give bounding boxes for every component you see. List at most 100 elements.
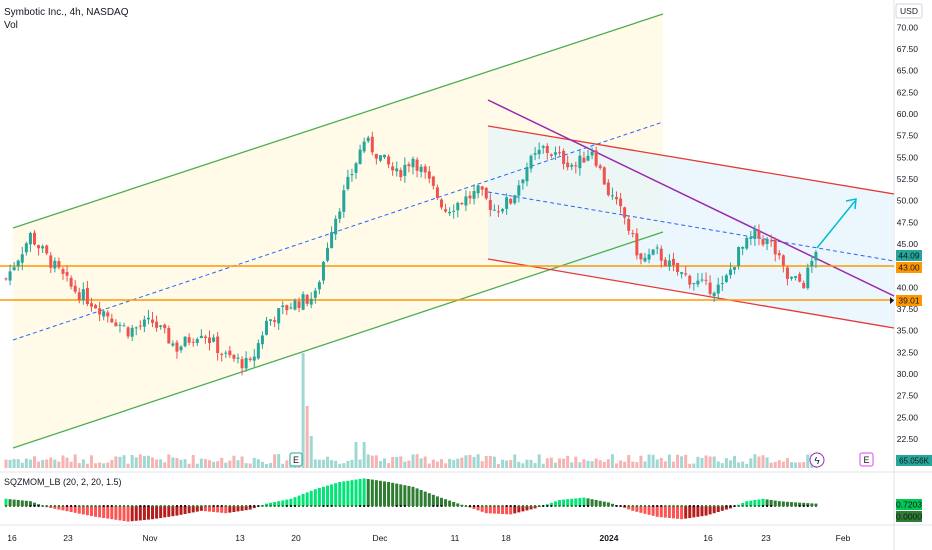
squeeze-dot (318, 505, 321, 507)
squeeze-dot (554, 505, 557, 507)
candle-body (187, 337, 191, 343)
volume-bar (692, 463, 696, 468)
squeeze-dot (399, 505, 402, 507)
momentum-bar (647, 506, 651, 515)
squeeze-dot (619, 505, 622, 507)
volume-legend[interactable]: Vol (4, 20, 18, 31)
volume-bar (195, 463, 199, 468)
squeeze-dot (273, 505, 276, 507)
squeeze-dot (66, 505, 69, 507)
candle-body (171, 343, 175, 346)
squeeze-dot (741, 505, 744, 507)
volume-bar (769, 462, 773, 468)
candle-body (383, 154, 387, 158)
squeeze-dot (517, 505, 520, 507)
symbol-title[interactable]: Symbotic Inc., 4h, NASDAQ (4, 7, 129, 18)
momentum-bar (753, 500, 757, 506)
candle-body (460, 202, 464, 205)
price-tick-label: 52.50 (897, 174, 919, 184)
momentum-layer (4, 478, 818, 522)
earnings-marker[interactable]: E (289, 452, 303, 467)
candle-body (37, 245, 41, 249)
volume-bar (639, 455, 643, 468)
squeeze-dot (631, 505, 634, 507)
momentum-bar (330, 484, 334, 506)
volume-bar (513, 454, 517, 468)
price-tick-label: 45.00 (897, 239, 919, 249)
squeeze-dot (705, 505, 708, 507)
candle-body (8, 271, 12, 281)
time-tick-label: 16 (7, 533, 17, 543)
squeeze-dot (782, 505, 785, 507)
momentum-bar (122, 506, 126, 521)
momentum-bar (155, 506, 159, 519)
momentum-bar (366, 479, 370, 506)
volume-bar (199, 458, 203, 468)
candle-body (765, 238, 769, 245)
squeeze-dot (664, 505, 667, 507)
squeeze-dot (700, 505, 703, 507)
momentum-bar (480, 506, 484, 512)
time-tick-label: 23 (761, 533, 771, 543)
candle-body (549, 154, 553, 156)
currency-badge[interactable]: USD (895, 3, 923, 19)
candle-body (248, 358, 252, 360)
momentum-bar (374, 480, 378, 506)
squeeze-dot (603, 505, 606, 507)
momentum-bar (692, 506, 696, 518)
squeeze-dot (493, 505, 496, 507)
squeeze-dot (717, 505, 720, 507)
candle-body (814, 251, 818, 261)
flash-event-marker[interactable]: ϟ (809, 452, 825, 468)
volume-bar (208, 460, 211, 468)
time-tick-label: 20 (291, 533, 301, 543)
momentum-bar (496, 506, 500, 514)
momentum-bar (301, 494, 305, 506)
momentum-bar (69, 506, 73, 512)
momentum-bar (704, 506, 708, 516)
momentum-bar (203, 506, 207, 512)
price-tick-label: 57.50 (897, 131, 919, 141)
volume-bar (32, 456, 36, 468)
momentum-bar (317, 488, 321, 506)
momentum-bar (12, 499, 16, 506)
squeeze-dot (464, 505, 467, 507)
momentum-bar (700, 506, 704, 517)
volume-bar (562, 458, 566, 468)
candle-body (537, 149, 541, 155)
candle-body (562, 150, 566, 164)
squeeze-dot (566, 505, 569, 507)
volume-bar (753, 454, 757, 468)
momentum-bar (708, 506, 712, 515)
squeeze-dot (525, 505, 528, 507)
squeeze-dot (159, 505, 162, 507)
candle-body (69, 277, 73, 287)
squeeze-dot (224, 505, 227, 507)
candle-body (85, 287, 89, 305)
candle-body (122, 325, 126, 327)
momentum-bar (680, 506, 684, 520)
squeeze-dot (330, 505, 333, 507)
volume-bar (326, 456, 330, 468)
squeeze-dot (587, 505, 590, 507)
squeeze-dot (228, 505, 231, 507)
momentum-bar (794, 502, 798, 506)
squeeze-dot (428, 505, 431, 507)
momentum-bar (187, 506, 191, 514)
level-43-text: 43.00 (898, 263, 920, 273)
price-tick-label: 55.00 (897, 152, 919, 162)
indicator-legend[interactable]: SQZMOM_LB (20, 2, 20, 1.5) (4, 477, 122, 487)
earnings-upcoming-marker[interactable]: E (859, 452, 874, 467)
candle-body (492, 209, 496, 211)
momentum-bar (8, 499, 12, 506)
time-tick-label: Feb (836, 533, 851, 543)
volume-bar (134, 457, 138, 468)
momentum-bar (358, 479, 362, 506)
volume-bar (285, 460, 289, 468)
candle-body (448, 211, 452, 214)
volume-bar (8, 459, 12, 468)
volume-bar (790, 462, 794, 468)
momentum-bar (102, 506, 106, 518)
candle-body (151, 319, 155, 323)
